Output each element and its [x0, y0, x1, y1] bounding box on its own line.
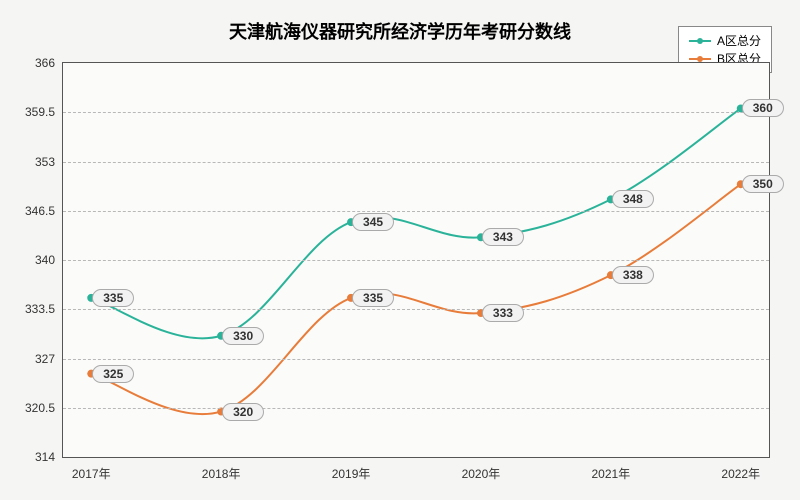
gridline	[63, 309, 769, 310]
gridline	[63, 112, 769, 113]
value-label: 335	[352, 289, 394, 307]
chart-container: 天津航海仪器研究所经济学历年考研分数线 A区总分 B区总分 314320.532…	[0, 0, 800, 500]
value-label: 350	[742, 175, 784, 193]
legend-swatch-b-icon	[689, 58, 711, 60]
y-axis-label: 340	[35, 253, 63, 267]
x-axis-label: 2019年	[332, 457, 371, 482]
gridline	[63, 260, 769, 261]
gridline	[63, 162, 769, 163]
y-axis-label: 327	[35, 352, 63, 366]
y-axis-label: 314	[35, 450, 63, 464]
value-label: 338	[612, 266, 654, 284]
legend-label-a: A区总分	[717, 32, 761, 49]
value-label: 330	[222, 327, 264, 345]
x-axis-label: 2022年	[721, 457, 760, 482]
y-axis-label: 359.5	[25, 105, 63, 119]
series-line	[91, 184, 741, 414]
value-label: 320	[222, 403, 264, 421]
gridline	[63, 359, 769, 360]
x-axis-label: 2018年	[202, 457, 241, 482]
legend-swatch-a-icon	[689, 40, 711, 42]
gridline	[63, 211, 769, 212]
gridline	[63, 408, 769, 409]
y-axis-label: 346.5	[25, 204, 63, 218]
value-label: 343	[482, 228, 524, 246]
y-axis-label: 353	[35, 155, 63, 169]
value-label: 345	[352, 213, 394, 231]
value-label: 325	[92, 365, 134, 383]
series-line	[91, 108, 741, 338]
y-axis-label: 333.5	[25, 302, 63, 316]
legend-item-a: A区总分	[689, 32, 761, 49]
y-axis-label: 366	[35, 56, 63, 70]
value-label: 333	[482, 304, 524, 322]
plot-area: 314320.5327333.5340346.5353359.53662017年…	[62, 62, 770, 458]
value-label: 348	[612, 190, 654, 208]
x-axis-label: 2017年	[72, 457, 111, 482]
value-label: 335	[92, 289, 134, 307]
value-label: 360	[742, 99, 784, 117]
x-axis-label: 2020年	[462, 457, 501, 482]
x-axis-label: 2021年	[591, 457, 630, 482]
y-axis-label: 320.5	[25, 401, 63, 415]
